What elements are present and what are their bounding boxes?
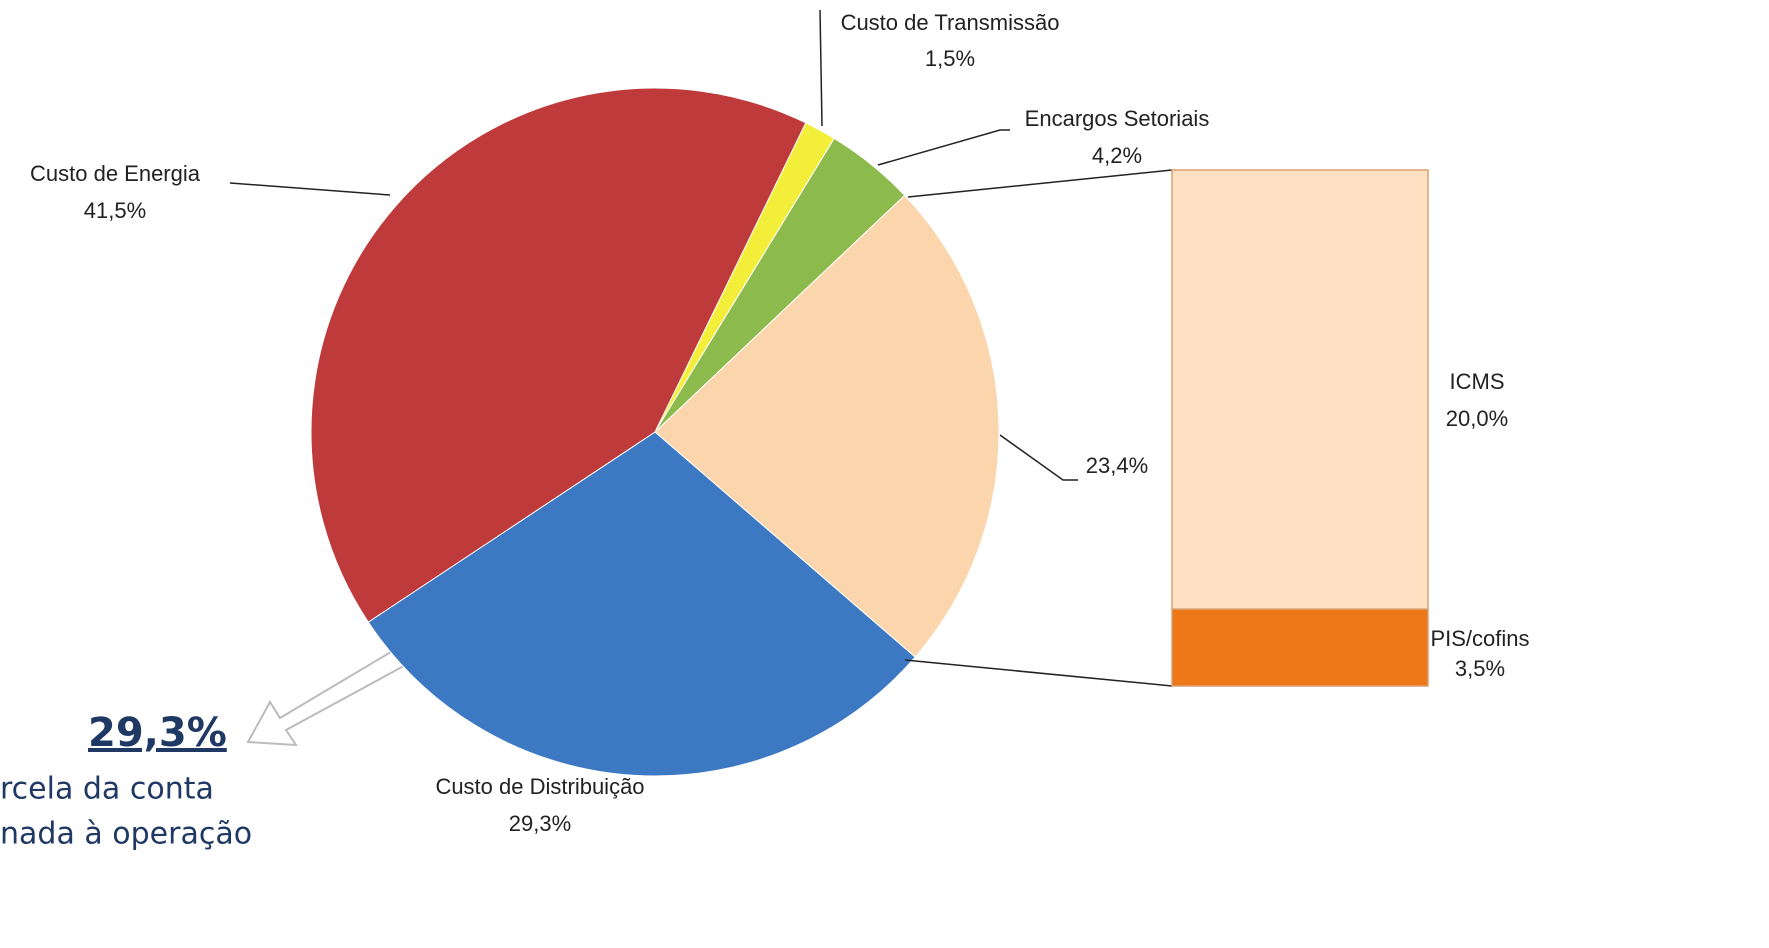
value-label: 29,3% <box>509 811 571 836</box>
value-label: 1,5% <box>925 46 975 71</box>
annotation-text: nada à operação <box>0 817 252 852</box>
connector-line <box>904 659 1173 687</box>
slice-label: Custo de Transmissão <box>841 10 1060 35</box>
value-label: 3,5% <box>1455 656 1505 681</box>
bar-segment <box>1171 608 1429 687</box>
slice-label: Custo de Energia <box>30 161 201 186</box>
annotation-value: 29,3% <box>88 710 227 756</box>
leader-line <box>819 9 823 127</box>
connector-line <box>907 169 1173 198</box>
bar-label: ICMS <box>1450 369 1505 394</box>
bar-label: PIS/cofins <box>1430 626 1529 651</box>
value-label: 20,0% <box>1446 406 1508 431</box>
slice-label: Custo de Distribuição <box>435 774 644 799</box>
pie-slice <box>310 87 807 623</box>
leader-line <box>999 434 1078 481</box>
value-label: 23,4% <box>1086 453 1148 478</box>
value-label: 41,5% <box>84 198 146 223</box>
leader-line <box>877 129 1010 166</box>
pie-slice <box>367 431 916 777</box>
pie-slice <box>654 194 1000 658</box>
slice-label: Encargos Setoriais <box>1025 106 1210 131</box>
annotation-text: rcela da conta <box>0 772 214 807</box>
leader-line <box>229 182 391 196</box>
bar-segment <box>1171 169 1429 610</box>
value-label: 4,2% <box>1092 143 1142 168</box>
